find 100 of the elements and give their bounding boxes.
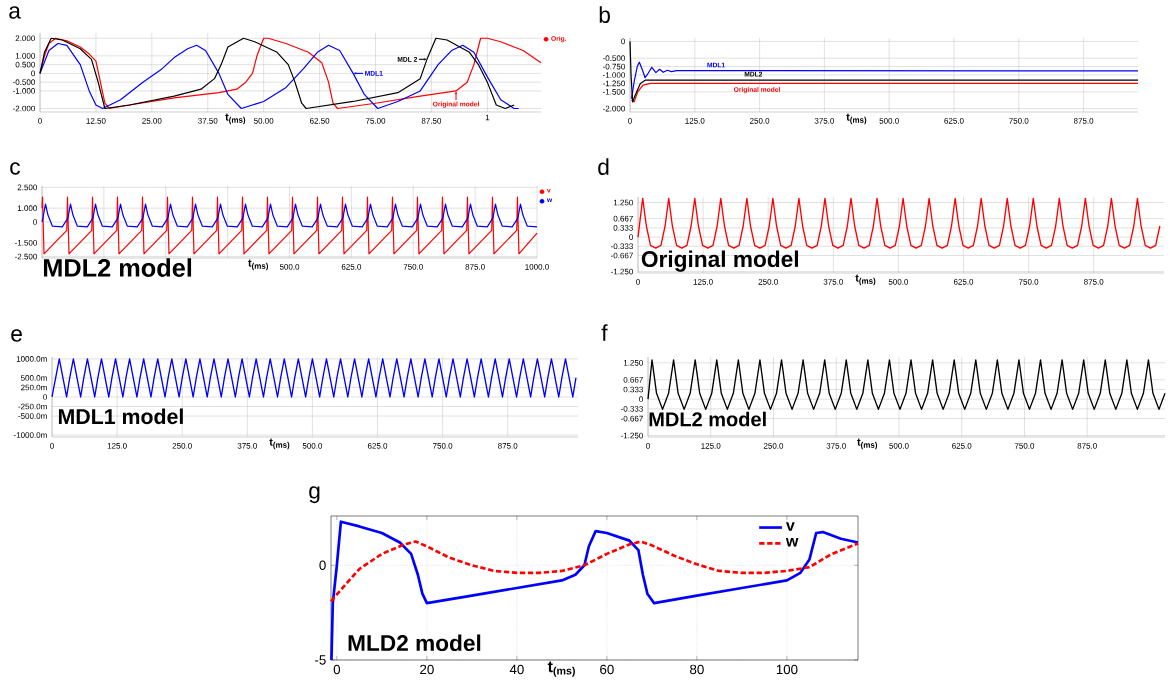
annotation: MLD2 model [348, 634, 481, 652]
annotation: MDL2 model [649, 411, 766, 427]
y-tick-label: 0.667 [613, 215, 633, 222]
annotation: Original model [641, 250, 798, 272]
series-label: v [785, 522, 795, 531]
y-tick-label: -0.667 [620, 415, 643, 422]
x-tick-label: 375.0 [826, 443, 846, 449]
x-tick-label: 250.0 [763, 443, 784, 449]
x-tick-label: 500.0 [302, 443, 323, 449]
x-axis-title: t$_{(ms)}$ [269, 438, 290, 450]
x-tick-label: 250.0 [758, 279, 778, 285]
x-tick-label: 125.0 [107, 443, 127, 449]
y-tick-label: -0.333 [620, 406, 643, 412]
text: 1 [485, 114, 490, 121]
x-axis-title: t$_{(ms)}$ [857, 438, 878, 450]
y-tick-label: -1.250 [620, 432, 643, 439]
y-tick-label: -0.500 [12, 79, 35, 85]
x-tick-label: 50.00 [253, 118, 274, 124]
y-tick-label: -1.250 [602, 80, 625, 87]
y-tick-label: -500.0m [18, 413, 47, 419]
x-tick-label: 20 [420, 664, 434, 675]
x-tick-label: 875.0 [1077, 443, 1097, 449]
chart-title: a [9, 6, 21, 19]
y-tick-label: 1000.0m [16, 356, 47, 362]
y-tick-label: 1.250 [623, 359, 643, 366]
text: MDL2 model [43, 258, 192, 277]
x-tick-label: 250.0 [749, 118, 770, 124]
chart-title: f [601, 324, 608, 341]
y-tick-label: -1.000 [12, 88, 35, 94]
y-tick-label: -1000.0m [13, 432, 47, 438]
y-tick-label: 1.000 [15, 52, 35, 59]
y-tick-label: 0.333 [613, 225, 633, 231]
y-tick-label: 1.000 [17, 205, 37, 211]
x-tick-label: 625.0 [367, 443, 388, 449]
y-tick-label: -0.500 [602, 55, 625, 62]
x-tick-label: 125.0 [685, 118, 705, 124]
x-tick-label: 1000.0 [525, 264, 549, 270]
x-tick-label: 37.50 [198, 118, 218, 124]
y-tick-label: 0.667 [623, 376, 643, 383]
x-tick-label: 750.0 [433, 443, 453, 449]
y-tick-label: 0.333 [623, 386, 643, 393]
line-series [630, 82, 1139, 103]
y-tick-label: -1.500 [602, 88, 625, 95]
line-series [41, 203, 538, 228]
x-tick-label: 750.0 [1014, 443, 1035, 449]
x-tick-label: 87.50 [421, 118, 442, 124]
y-tick-label: 0 [629, 234, 633, 240]
x-tick-label: 750.0 [1009, 118, 1029, 124]
x-tick-label: 80 [690, 664, 704, 675]
x-axis-title: t$_{(ms)}$ [248, 259, 269, 271]
x-tick-label: 875.0 [1073, 118, 1094, 124]
x-tick-label: 625.0 [952, 443, 972, 449]
y-tick-label: -0.333 [610, 243, 633, 250]
x-tick-label: 0 [50, 443, 54, 449]
x-tick-label: 0 [333, 664, 341, 675]
x-tick-label: 125.0 [693, 279, 713, 285]
line-series [629, 40, 1139, 103]
y-tick-label: -2.000 [602, 105, 625, 112]
chart-title: e [11, 329, 22, 342]
chart-title: c [10, 162, 20, 175]
x-tick-label: 375.0 [823, 279, 843, 285]
x-tick-label: 875.0 [498, 443, 518, 449]
y-tick-label: 0.500 [15, 61, 35, 68]
chart-title: b [599, 6, 610, 23]
y-tick-label: 0 [43, 394, 47, 400]
x-tick-label: 875.0 [465, 264, 485, 270]
x-tick-label: 625.0 [953, 279, 974, 285]
x-tick-label: 250.0 [172, 443, 192, 449]
y-tick-label: -0.750 [602, 63, 625, 70]
chart-title: g [309, 486, 320, 504]
chart-title: d [598, 158, 609, 175]
y-tick-label: 250.0m [21, 384, 47, 391]
legend-label: w [785, 538, 799, 547]
x-tick-label: 500.0 [279, 264, 300, 270]
x-tick-label: 750.0 [403, 264, 423, 270]
y-tick-label: -2.500 [14, 253, 37, 260]
y-tick-label: 0 [639, 396, 643, 403]
x-axis-title: t$_{(ms)}$ [855, 274, 876, 286]
y-tick-label: 500.0m [20, 375, 47, 381]
y-tick-label: 0 [31, 70, 35, 77]
y-tick-label: -1.000 [602, 72, 625, 78]
y-tick-label: -0.667 [610, 252, 633, 259]
y-tick-label: 0 [33, 219, 37, 225]
x-tick-label: 62.50 [309, 118, 330, 124]
x-tick-label: 625.0 [341, 264, 362, 270]
x-tick-label: 100 [776, 664, 798, 675]
y-tick-label: -1.250 [610, 268, 633, 275]
line-series [647, 359, 1166, 411]
x-tick-label: 12.50 [86, 118, 106, 124]
line-series [630, 61, 1139, 100]
y-tick-label: -1.500 [14, 239, 37, 246]
y-tick-label: 2.500 [17, 184, 37, 191]
x-axis-title: t$_{(ms)}$ [846, 113, 867, 125]
x-tick-label: 750.0 [1019, 279, 1039, 285]
x-tick-label: 125.0 [701, 443, 721, 449]
y-tick-label: 1.250 [613, 199, 633, 206]
x-tick-label: 40 [509, 664, 524, 675]
x-tick-label: 500.0 [889, 443, 909, 449]
x-tick-label: 875.0 [1084, 279, 1104, 285]
x-tick-label: 75.00 [365, 118, 386, 124]
